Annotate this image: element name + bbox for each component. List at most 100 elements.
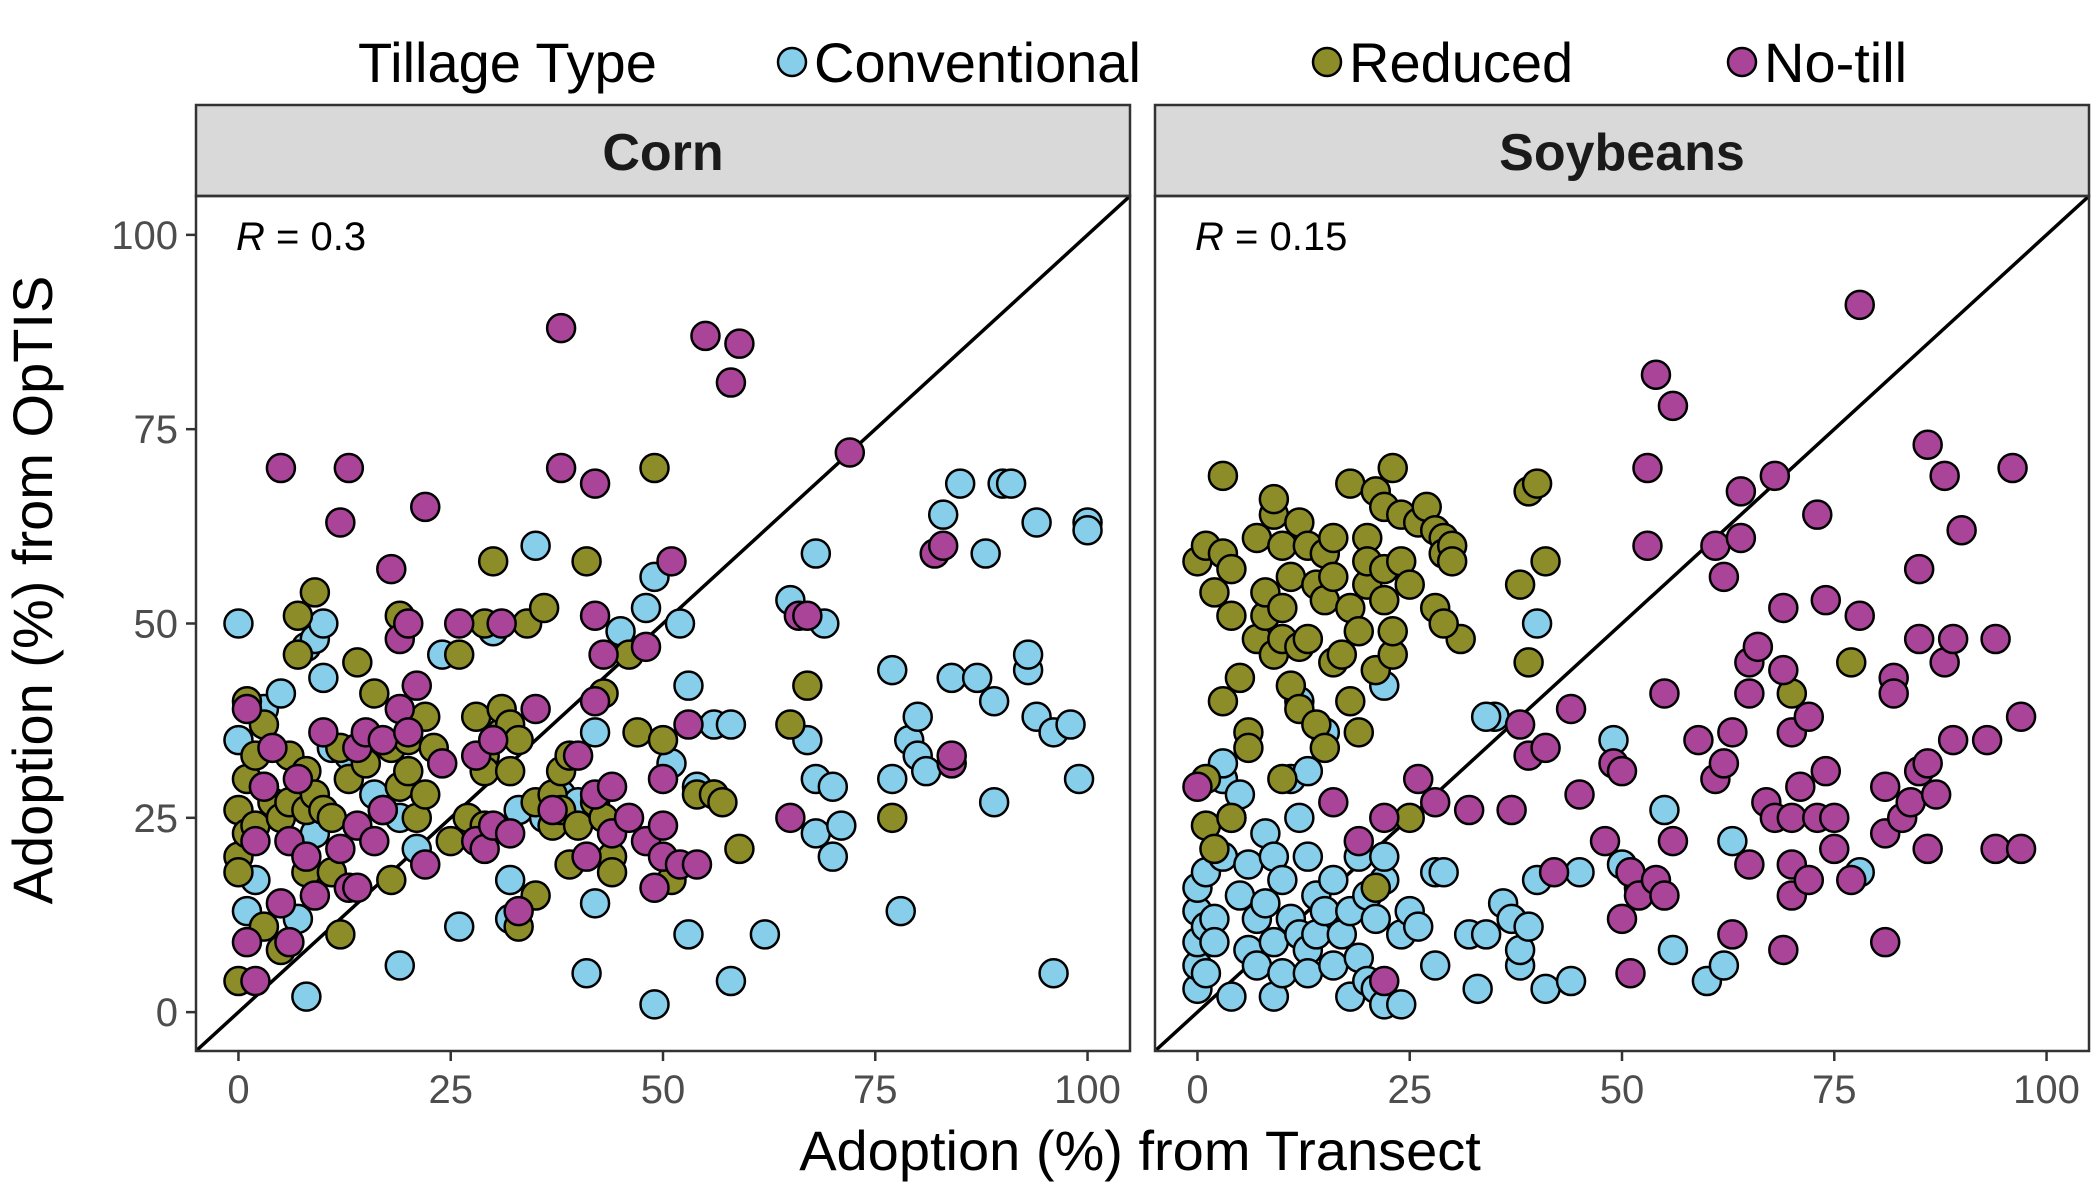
legend-label-no-till: No-till bbox=[1764, 31, 1907, 94]
point-soybeans-no-till bbox=[1869, 771, 1901, 802]
point-corn-no-till bbox=[724, 328, 755, 359]
point-corn-no-till bbox=[308, 717, 339, 748]
point-corn-no-till bbox=[775, 802, 806, 834]
point-soybeans-no-till bbox=[1538, 856, 1570, 888]
point-soybeans-conventional bbox=[1292, 958, 1324, 989]
point-corn-conventional bbox=[1063, 763, 1095, 795]
point-soybeans-no-till bbox=[1878, 678, 1909, 709]
point-corn-conventional bbox=[384, 950, 416, 981]
point-corn-conventional bbox=[1021, 507, 1052, 538]
point-soybeans-reduced bbox=[1267, 530, 1298, 562]
point-corn-no-till bbox=[410, 491, 441, 523]
point-corn-conventional bbox=[885, 895, 916, 927]
point-corn-no-till bbox=[545, 452, 577, 484]
point-soybeans-no-till bbox=[1555, 693, 1587, 725]
plot-area-corn bbox=[196, 196, 1130, 1051]
legend-key-conventional bbox=[776, 46, 808, 78]
point-soybeans-reduced bbox=[1318, 561, 1349, 593]
point-corn-reduced bbox=[647, 724, 679, 756]
point-soybeans-no-till bbox=[1836, 864, 1867, 896]
point-corn-reduced bbox=[775, 709, 806, 740]
point-soybeans-conventional bbox=[1530, 973, 1561, 1005]
point-soybeans-conventional bbox=[1708, 950, 1740, 981]
point-soybeans-no-till bbox=[1937, 724, 1969, 756]
point-corn-conventional bbox=[877, 654, 908, 686]
point-corn-reduced bbox=[792, 670, 823, 701]
point-corn-no-till bbox=[248, 771, 280, 802]
point-soybeans-no-till bbox=[1776, 802, 1808, 834]
series-soybeans-no-till bbox=[1182, 289, 2037, 997]
point-soybeans-conventional bbox=[1267, 958, 1298, 989]
point-soybeans-no-till bbox=[1318, 787, 1349, 818]
point-corn-conventional bbox=[308, 608, 339, 639]
point-soybeans-conventional bbox=[1292, 841, 1324, 872]
plot-area-soybeans bbox=[1155, 196, 2089, 1051]
point-corn-no-till bbox=[545, 312, 577, 344]
point-corn-conventional bbox=[826, 810, 857, 841]
point-corn-reduced bbox=[376, 864, 407, 896]
x-axis-corn: 0 25 50 75 100 bbox=[227, 1051, 1121, 1112]
point-soybeans-no-till bbox=[1657, 390, 1689, 422]
point-corn-no-till bbox=[681, 849, 713, 880]
point-corn-no-till bbox=[291, 841, 322, 872]
point-corn-reduced bbox=[477, 546, 509, 577]
point-corn-conventional bbox=[673, 670, 704, 701]
point-soybeans-reduced bbox=[1377, 452, 1408, 484]
point-corn-no-till bbox=[426, 748, 458, 779]
point-corn-no-till bbox=[579, 685, 611, 717]
point-corn-conventional bbox=[308, 662, 339, 694]
point-soybeans-conventional bbox=[1513, 911, 1544, 942]
x-axis-title: Adoption (%) from Transect bbox=[799, 1119, 1481, 1182]
series-soybeans-reduced bbox=[1182, 452, 1867, 904]
point-soybeans-no-till bbox=[1717, 919, 1748, 950]
point-soybeans-conventional bbox=[1190, 958, 1222, 989]
point-soybeans-reduced bbox=[1836, 647, 1867, 678]
point-corn-conventional bbox=[1012, 639, 1044, 670]
point-soybeans-no-till bbox=[1946, 514, 1977, 546]
point-corn-no-till bbox=[792, 600, 823, 631]
point-corn-no-till bbox=[579, 600, 611, 631]
point-soybeans-conventional bbox=[1462, 973, 1493, 1005]
point-soybeans-reduced bbox=[1326, 639, 1358, 670]
point-soybeans-no-till bbox=[1844, 600, 1875, 631]
point-corn-reduced bbox=[528, 592, 560, 624]
point-soybeans-conventional bbox=[1419, 950, 1451, 981]
point-soybeans-no-till bbox=[1793, 864, 1825, 896]
point-corn-no-till bbox=[401, 670, 433, 701]
correlation-label-corn: R = 0.3 bbox=[236, 215, 366, 259]
panel-soybeans: Soybeans R = 0.15 0 25 50 75 100 bbox=[1153, 103, 2091, 1112]
point-corn-conventional bbox=[910, 755, 942, 787]
panel-corn: Corn R = 0.3 0 25 50 75 100 0 25 50 75 100 bbox=[111, 103, 1132, 1112]
point-corn-conventional bbox=[715, 965, 747, 997]
point-soybeans-reduced bbox=[1267, 592, 1298, 624]
point-soybeans-no-till bbox=[2005, 701, 2037, 733]
point-corn-conventional bbox=[673, 919, 704, 950]
strip-corn bbox=[194, 103, 1132, 198]
point-corn-no-till bbox=[690, 320, 721, 352]
point-soybeans-no-till bbox=[1937, 623, 1969, 655]
point-soybeans-reduced bbox=[1428, 608, 1459, 639]
legend-key-no-till bbox=[1726, 46, 1758, 78]
point-soybeans-no-till bbox=[1903, 623, 1935, 655]
point-corn-conventional bbox=[927, 499, 959, 530]
x-tick-label-soybeans: 50 bbox=[1600, 1068, 1645, 1112]
point-corn-no-till bbox=[834, 437, 866, 468]
point-corn-reduced bbox=[359, 678, 390, 709]
point-soybeans-conventional bbox=[1224, 880, 1256, 911]
point-corn-conventional bbox=[902, 701, 933, 733]
point-corn-reduced bbox=[443, 639, 475, 670]
point-corn-conventional bbox=[800, 818, 832, 849]
point-soybeans-no-till bbox=[1734, 678, 1765, 709]
point-soybeans-reduced bbox=[1216, 802, 1247, 834]
point-corn-reduced bbox=[325, 919, 356, 950]
y-tick-label: 75 bbox=[134, 408, 179, 452]
y-axis: 0 25 50 75 100 bbox=[111, 214, 196, 1035]
point-soybeans-conventional bbox=[1428, 856, 1459, 888]
point-corn-no-till bbox=[376, 553, 407, 585]
point-corn-conventional bbox=[800, 538, 832, 569]
point-soybeans-no-till bbox=[1343, 825, 1375, 857]
point-corn-conventional bbox=[630, 592, 662, 624]
point-soybeans-reduced bbox=[1241, 522, 1273, 554]
x-tick-label-corn: 0 bbox=[227, 1068, 249, 1112]
